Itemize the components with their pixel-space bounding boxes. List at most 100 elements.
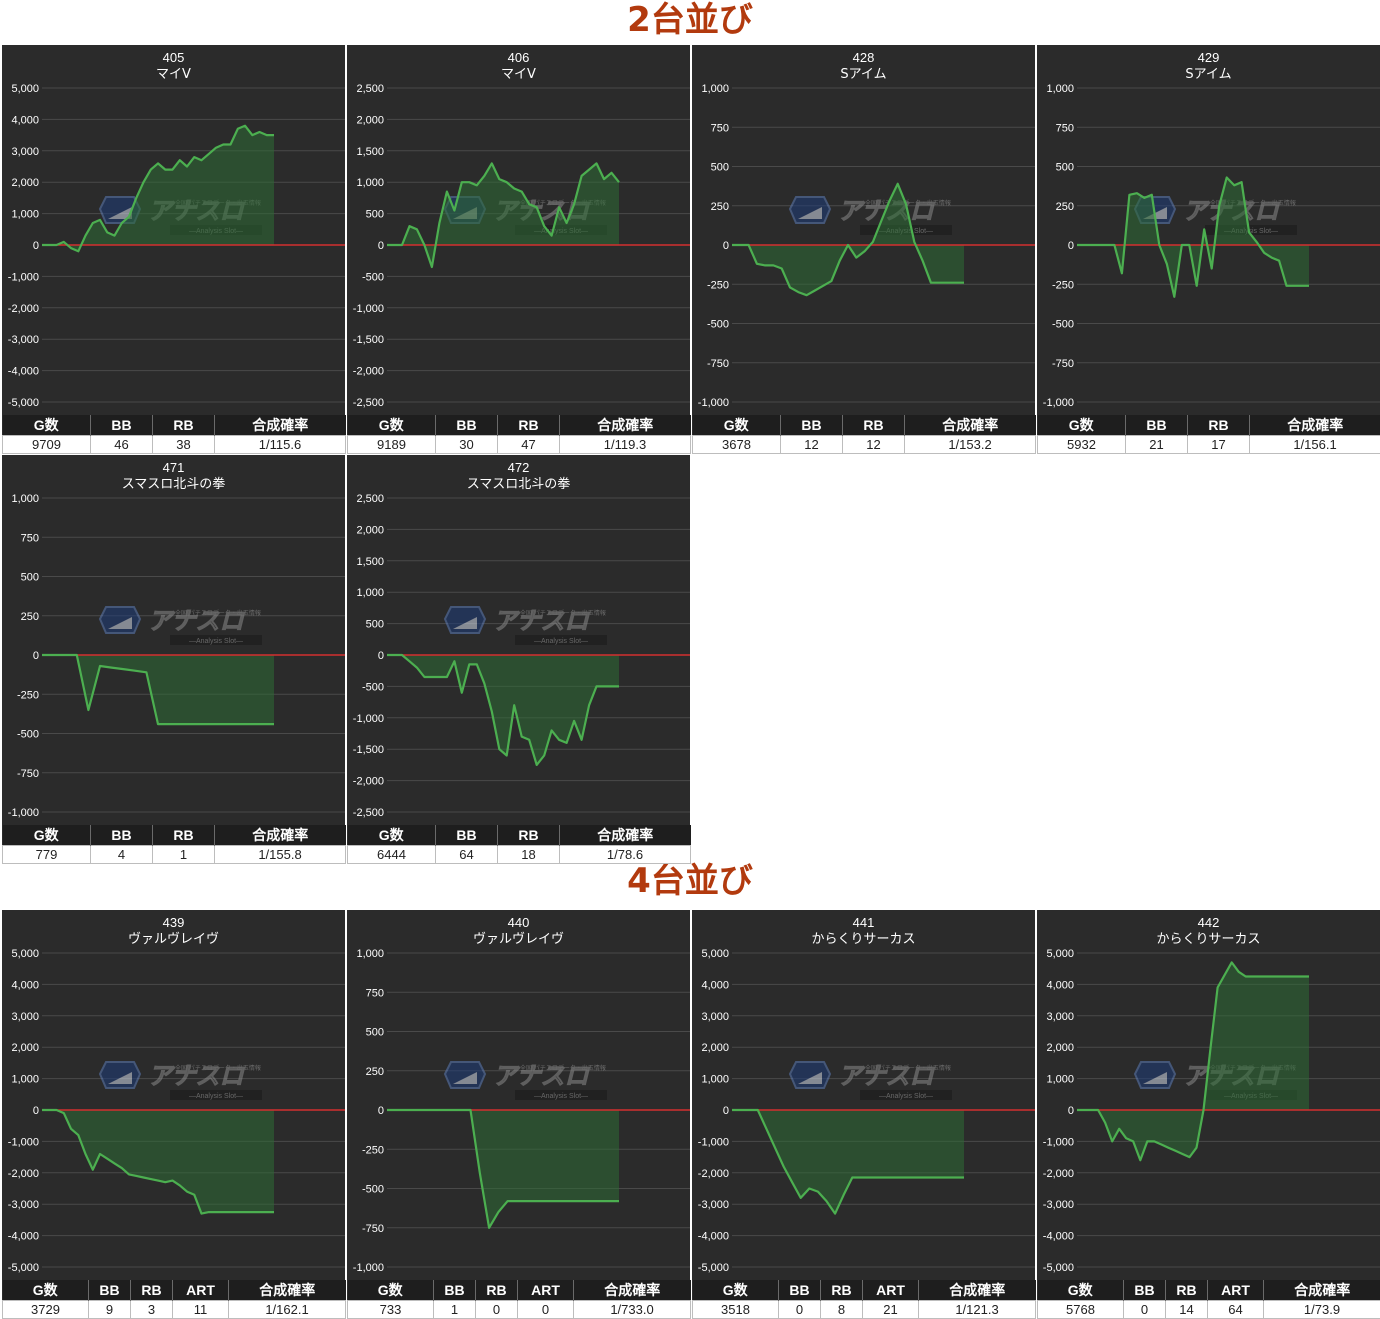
y-tick-label: 500 xyxy=(366,619,384,631)
y-tick-label: 1,000 xyxy=(701,1074,729,1086)
y-tick-label: 4,000 xyxy=(701,979,729,991)
y-tick-label: -500 xyxy=(17,729,39,741)
stats-header: RB xyxy=(498,825,560,846)
watermark-tagline: —Analysis Slot— xyxy=(534,638,588,645)
y-tick-label: 1,500 xyxy=(356,556,384,568)
stats-header: ART xyxy=(173,1280,229,1301)
y-tick-label: -1,000 xyxy=(353,713,384,725)
y-tick-label: -750 xyxy=(707,358,729,370)
stats-value: 3 xyxy=(131,1301,173,1319)
y-tick-label: 0 xyxy=(723,240,729,252)
y-tick-label: -250 xyxy=(362,1144,384,1156)
stats-header: BB xyxy=(434,1280,476,1301)
machine-name: スマスロ北斗の拳 xyxy=(467,476,571,492)
stats-header: RB xyxy=(1188,415,1250,436)
machine-name: ヴァルヴレイヴ xyxy=(473,931,564,947)
y-tick-label: 1,500 xyxy=(356,146,384,158)
y-tick-label: 500 xyxy=(366,1027,384,1039)
slump-chart: 440ヴァルヴレイヴ1,0007505002500-250-500-750-1,… xyxy=(347,910,690,1280)
stats-header: RB xyxy=(131,1280,173,1301)
y-tick-label: 500 xyxy=(711,162,729,174)
y-tick-label: 0 xyxy=(33,1105,39,1117)
stats-value: 9709 xyxy=(3,436,91,454)
stats-header: 合成確率 xyxy=(1250,415,1380,436)
y-tick-label: 750 xyxy=(21,532,39,544)
y-tick-label: 2,000 xyxy=(1046,1042,1074,1054)
y-tick-label: -500 xyxy=(362,1184,384,1196)
stats-header: BB xyxy=(781,415,843,436)
logo-hex-icon xyxy=(100,1062,140,1088)
watermark-tagline: —Analysis Slot— xyxy=(879,1093,933,1100)
y-tick-label: -500 xyxy=(707,319,729,331)
y-tick-label: 2,000 xyxy=(11,177,39,189)
y-tick-label: 2,500 xyxy=(356,83,384,95)
machine-number: 428 xyxy=(853,50,875,65)
stats-header: RB xyxy=(843,415,905,436)
stats-header: BB xyxy=(91,415,153,436)
stats-value: 21 xyxy=(1126,436,1188,454)
stats-header: 合成確率 xyxy=(905,415,1036,436)
watermark-tagline: —Analysis Slot— xyxy=(189,1093,243,1100)
machine-number: 405 xyxy=(163,50,185,65)
machine-number: 442 xyxy=(1198,915,1220,930)
machine-name: Sアイム xyxy=(840,67,886,82)
slump-chart: 471スマスロ北斗の拳1,0007505002500-250-500-750-1… xyxy=(2,455,345,825)
y-tick-label: -1,500 xyxy=(353,334,384,346)
stats-header: 合成確率 xyxy=(919,1280,1036,1301)
stats-value: 46 xyxy=(91,436,153,454)
stats-header: ART xyxy=(863,1280,919,1301)
stats-header: BB xyxy=(779,1280,821,1301)
y-tick-label: -4,000 xyxy=(698,1231,729,1243)
machine-number: 472 xyxy=(508,460,530,475)
stats-value: 3678 xyxy=(693,436,781,454)
stats-header: G数 xyxy=(3,1280,89,1301)
y-tick-label: -750 xyxy=(362,1223,384,1235)
y-tick-label: -3,000 xyxy=(8,1199,39,1211)
y-tick-label: 500 xyxy=(21,572,39,584)
y-tick-label: -2,000 xyxy=(698,1168,729,1180)
y-tick-label: -5,000 xyxy=(8,1262,39,1274)
y-tick-label: 5,000 xyxy=(11,948,39,960)
stats-header: 合成確率 xyxy=(215,415,346,436)
stats-header: RB xyxy=(821,1280,863,1301)
stats-header: ART xyxy=(518,1280,574,1301)
slump-chart: 428Sアイム1,0007505002500-250-500-750-1,000… xyxy=(692,45,1035,415)
stats-value: 11 xyxy=(173,1301,229,1319)
stats-value: 3729 xyxy=(3,1301,89,1319)
y-tick-label: 0 xyxy=(723,1105,729,1117)
watermark-tagline: —Analysis Slot— xyxy=(534,1093,588,1100)
stats-value: 47 xyxy=(498,436,560,454)
y-tick-label: -1,000 xyxy=(8,1136,39,1148)
stats-value: 17 xyxy=(1188,436,1250,454)
stats-value: 1/153.2 xyxy=(905,436,1036,454)
y-tick-label: -5,000 xyxy=(698,1262,729,1274)
y-tick-label: 1,000 xyxy=(11,1074,39,1086)
y-tick-label: -1,000 xyxy=(698,1136,729,1148)
y-tick-label: 5,000 xyxy=(1046,948,1074,960)
stats-value: 1/119.3 xyxy=(560,436,691,454)
y-tick-label: -2,000 xyxy=(8,303,39,315)
y-tick-label: 750 xyxy=(1056,122,1074,134)
y-tick-label: -1,500 xyxy=(353,744,384,756)
stats-value: 30 xyxy=(436,436,498,454)
stats-value: 12 xyxy=(843,436,905,454)
y-tick-label: 1,000 xyxy=(11,493,39,505)
slump-chart: 472スマスロ北斗の拳2,5002,0001,5001,0005000-500-… xyxy=(347,455,690,825)
y-tick-label: -5,000 xyxy=(8,397,39,409)
stats-value: 1/121.3 xyxy=(919,1301,1036,1319)
y-tick-label: 500 xyxy=(1056,162,1074,174)
machine-number: 439 xyxy=(163,915,185,930)
stats-header: RB xyxy=(498,415,560,436)
stats-value: 18 xyxy=(498,846,560,864)
logo-hex-icon xyxy=(100,607,140,633)
y-tick-label: 3,000 xyxy=(1046,1011,1074,1023)
